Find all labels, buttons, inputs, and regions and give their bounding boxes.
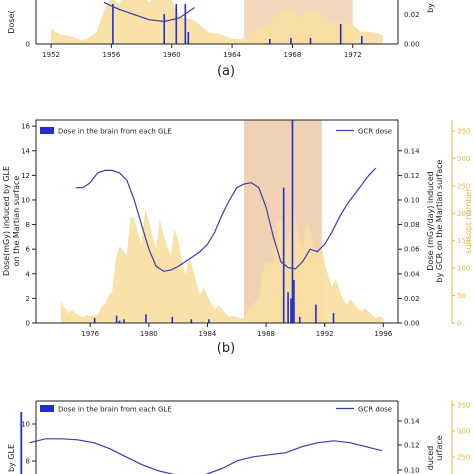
sunspot-tick-label: 200 [457,210,470,218]
right-y-tick-label: 0.10 [404,467,420,474]
gcr-dose-line [103,1,195,23]
sunspot-tick-label: 100 [457,265,470,273]
right-y-tick-label: 0.12 [404,442,420,450]
left-y-axis-label-line1: Dose(mGy) induced by GLE [2,166,11,276]
x-tick-label: 1988 [257,330,275,338]
x-tick-label: 1980 [140,330,158,338]
right-y-tick-label: 0.06 [404,246,420,254]
x-tick-label: 1960 [163,51,181,59]
left-y-axis-label-line2: on the Martian surface [12,176,21,267]
panel-a-chart: 1952 1956 1960 1964 1968 1972 0 0.02 0.00 Dose( by [7,0,435,59]
left-y-tick-label: 0 [26,320,30,328]
legend-gle-label: Dose in the brain from each GLE [58,406,172,414]
left-y-tick-label: 2 [26,295,30,303]
sunspot-tick-label: 250 [457,182,470,190]
panel-c-chart: 10 8 0.14 0.12 0.10 350 300 250 Dose in the brai… [7,400,470,474]
sunspot-area [51,0,383,44]
sunspot-area [60,207,384,323]
sunspot-tick-label: 0 [457,320,461,328]
left-y-axis-label-fragment: by GLE [7,444,16,472]
panel-label-b: (b) [216,341,236,356]
panel-label-a: (a) [216,64,236,79]
left-y-tick-label: 0 [26,41,30,49]
gcr-dose-line [75,167,377,272]
right-y-tick-label: 0.02 [404,11,420,19]
right-y-tick-label: 0.08 [404,221,420,229]
gcr-dose-line [29,438,383,474]
plot-frame [35,119,399,324]
left-y-tick-label: 16 [21,123,30,131]
sunspot-axis-label: sunsopt number [464,188,473,254]
sunspot-tick-label: 150 [457,237,470,245]
x-tick-label: 1992 [316,330,334,338]
right-y-axis-label-fragment: duced [426,446,435,471]
sunspot-tick-label: 350 [457,127,470,135]
right-y-tick-label: 0.10 [404,196,420,204]
legend-gcr-label: GCR dose [358,128,392,136]
x-tick-label: 1952 [42,51,60,59]
right-y-tick-label: 0.14 [404,418,420,426]
left-y-tick-label: 8 [26,458,30,466]
right-y-tick-label: 0.12 [404,172,420,180]
legend-gle-swatch [40,127,54,134]
legend-gle-swatch [40,405,54,412]
left-y-tick-label: 4 [26,270,31,278]
legend-gcr-label: GCR dose [358,406,392,414]
sunspot-tick-label: 300 [457,428,470,436]
x-tick-label: 1956 [103,51,121,59]
right-y-tick-label: 0.00 [404,320,420,328]
right-y-axis-label-line2: by GCR on the Martian surface [435,159,444,282]
x-tick-label: 1968 [284,51,302,59]
right-y-axis-label-line1: Dose (mGy/day) induced [426,171,435,270]
right-y-tick-label: 0.00 [404,41,420,49]
x-tick-label: 1996 [374,330,392,338]
x-tick-label: 1984 [199,330,217,338]
sunspot-tick-label: 300 [457,155,470,163]
left-y-tick-label: 14 [21,147,30,155]
right-y-axis-label-fragment: urface [435,435,444,460]
left-y-axis-label-fragment: Dose( [7,10,16,33]
left-y-tick-label: 6 [26,246,31,254]
x-tick-label: 1976 [81,330,99,338]
x-tick-label: 1972 [344,51,362,59]
legend-gle-label: Dose in the brain from each GLE [58,128,172,136]
left-y-tick-label: 10 [21,421,30,429]
right-y-tick-label: 0.02 [404,295,420,303]
right-y-tick-label: 0.14 [404,147,420,155]
left-y-tick-label: 12 [21,172,30,180]
sunspot-tick-label: 350 [457,402,470,410]
x-tick-label: 1964 [223,51,241,59]
panel-b-chart: 1976 1980 1984 1988 1992 1996 0 2 4 6 8 10 12 14 16 0.0… [2,119,473,338]
left-y-tick-label: 10 [21,196,30,204]
right-y-tick-label: 0.04 [404,270,420,278]
right-y-axis-label-fragment: by [426,3,435,13]
sunspot-tick-label: 250 [457,454,470,462]
left-y-tick-label: 8 [26,221,30,229]
sunspot-tick-label: 50 [457,292,466,300]
